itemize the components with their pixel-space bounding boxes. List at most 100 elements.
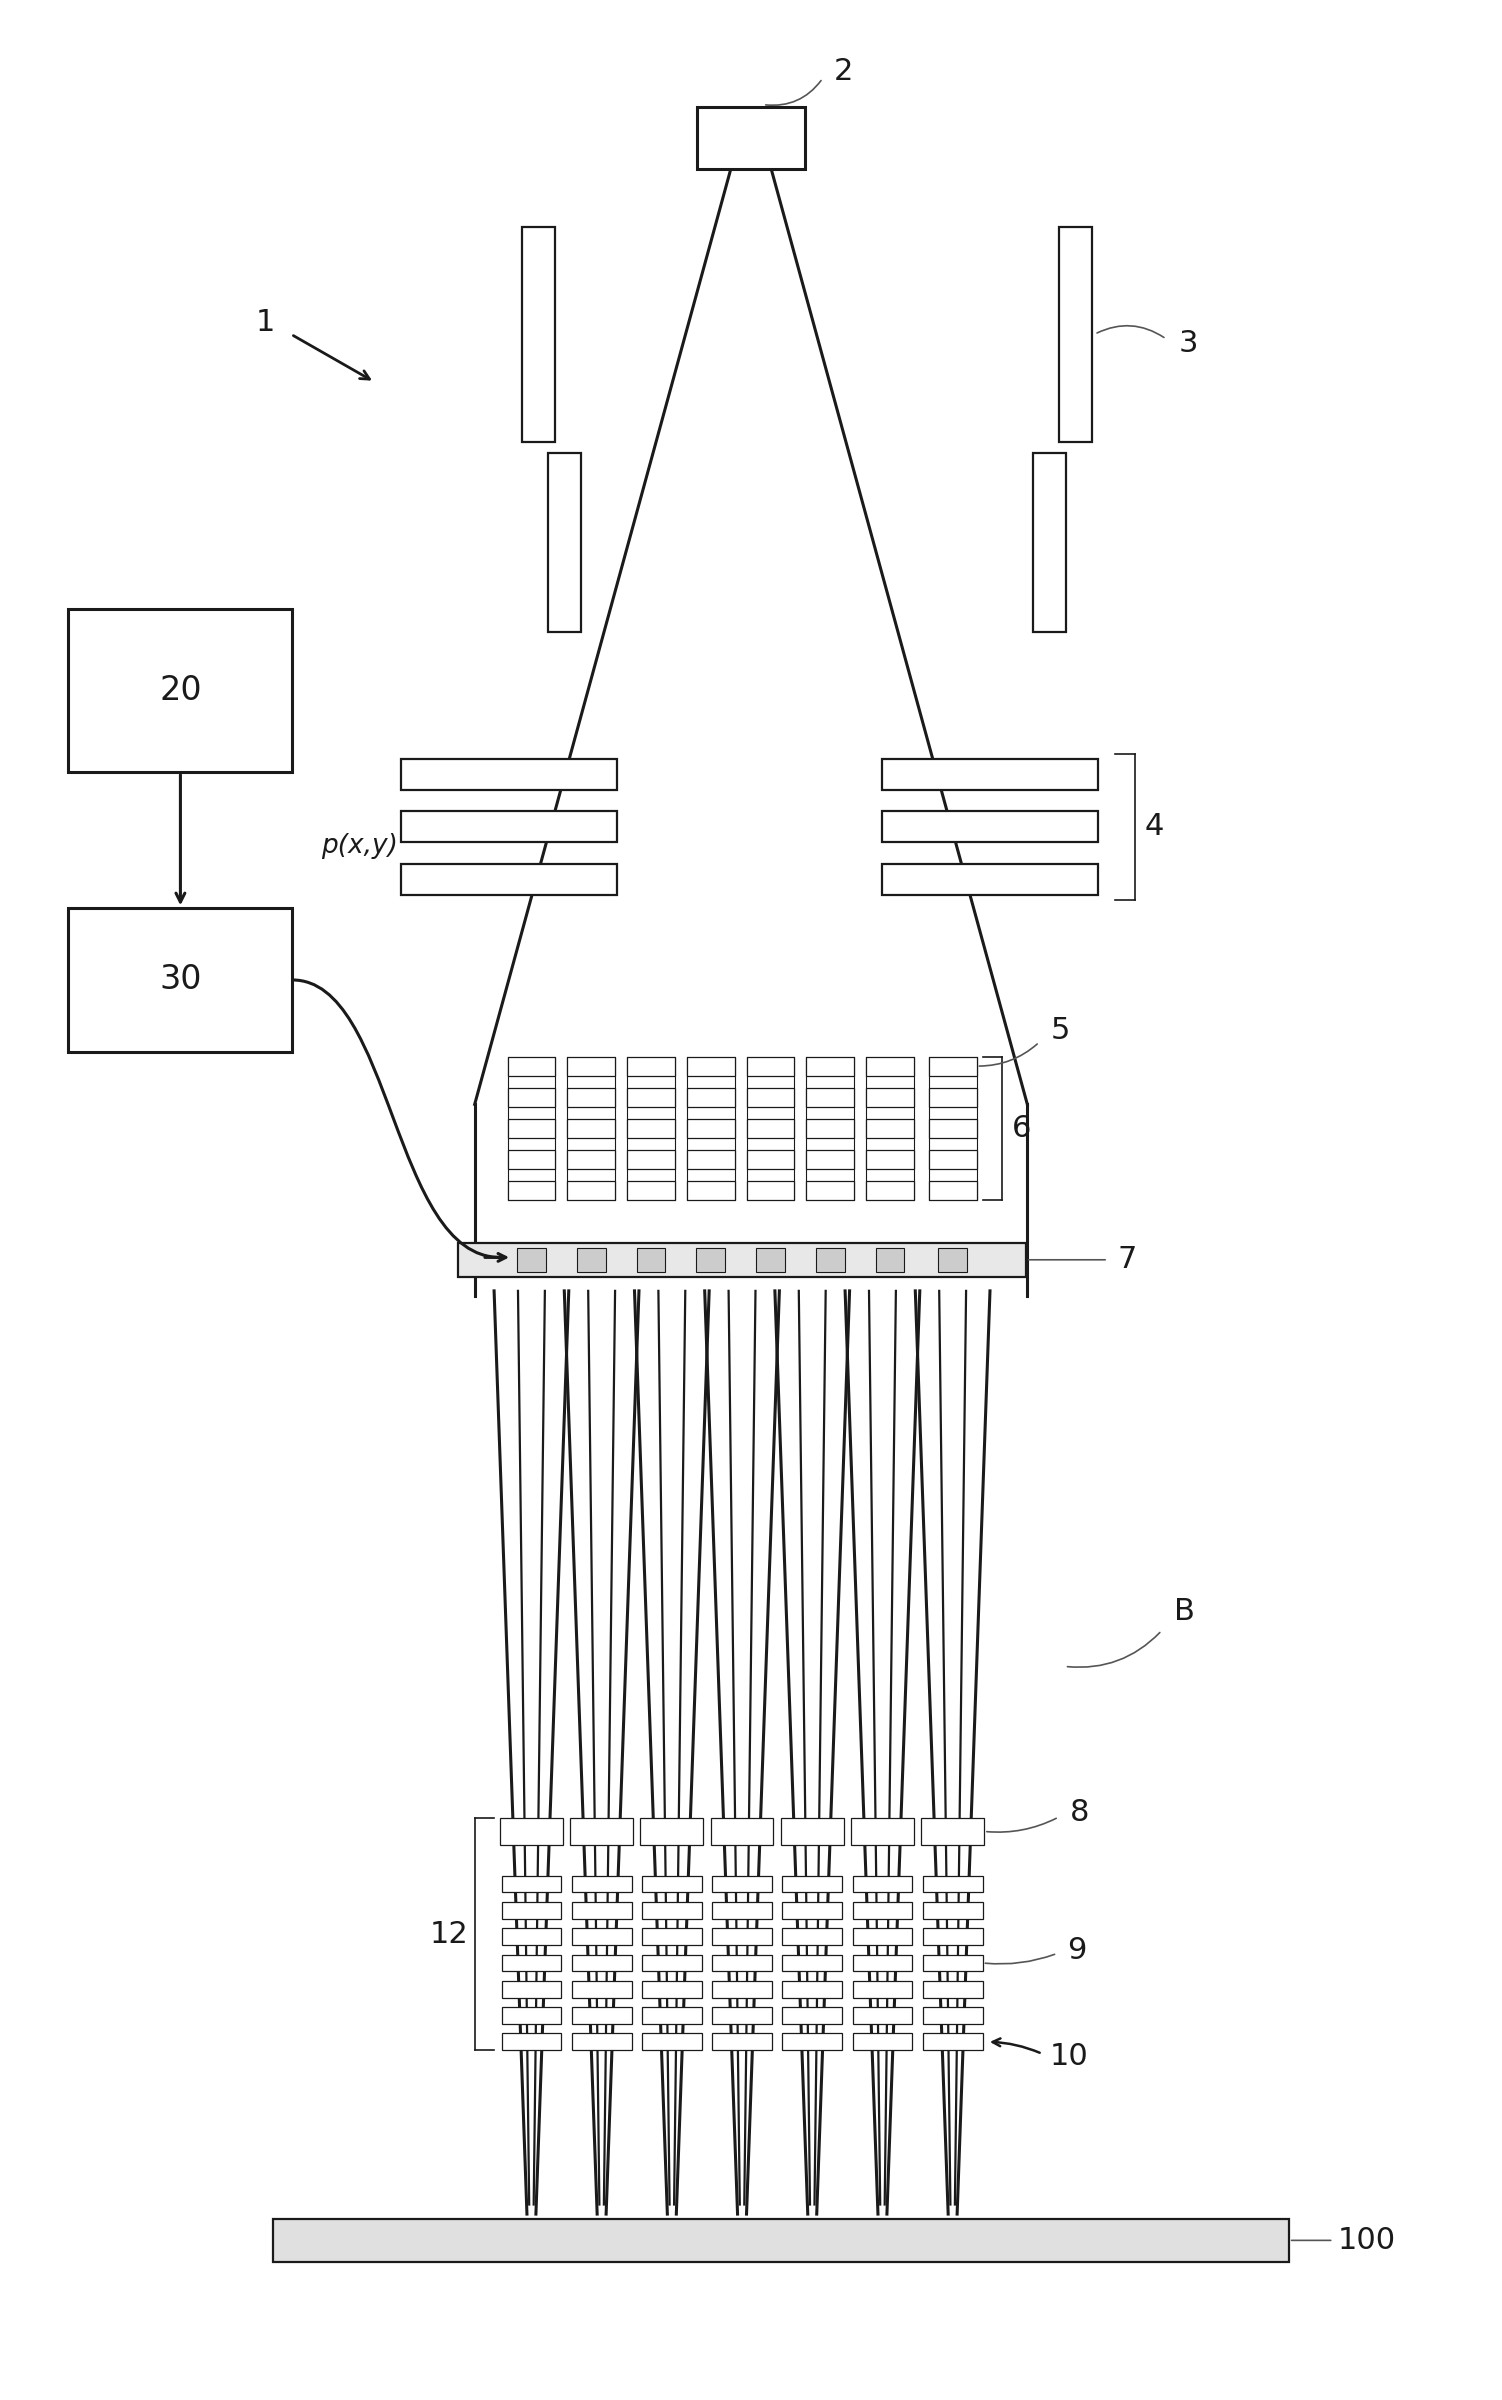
- Bar: [928, 1087, 976, 1106]
- Bar: [572, 2006, 631, 2023]
- Bar: [458, 1243, 1026, 1277]
- Bar: [568, 1150, 616, 1169]
- Bar: [626, 1118, 674, 1138]
- Bar: [876, 1248, 904, 1272]
- Bar: [502, 2033, 562, 2050]
- Bar: [401, 758, 617, 790]
- Bar: [746, 1118, 795, 1138]
- Bar: [712, 1901, 772, 1918]
- Bar: [853, 1954, 912, 1970]
- Bar: [852, 1819, 913, 1846]
- Bar: [882, 864, 1098, 895]
- Bar: [928, 1181, 976, 1200]
- Bar: [517, 1248, 545, 1272]
- Bar: [882, 758, 1098, 790]
- Bar: [640, 1819, 703, 1846]
- Bar: [783, 1901, 843, 1918]
- Bar: [853, 1980, 912, 1997]
- Bar: [867, 1150, 913, 1169]
- Text: 4: 4: [1145, 814, 1164, 842]
- Bar: [853, 2033, 912, 2050]
- Bar: [922, 1954, 982, 1970]
- Bar: [921, 1819, 984, 1846]
- Bar: [686, 1181, 734, 1200]
- Bar: [807, 1181, 855, 1200]
- Bar: [922, 2006, 982, 2023]
- Bar: [697, 1248, 725, 1272]
- Bar: [508, 1150, 556, 1169]
- Text: 10: 10: [1050, 2042, 1089, 2071]
- Bar: [641, 1927, 701, 1944]
- Bar: [686, 1118, 734, 1138]
- Bar: [783, 1927, 843, 1944]
- Bar: [807, 1150, 855, 1169]
- Bar: [928, 1150, 976, 1169]
- Bar: [508, 1118, 556, 1138]
- Bar: [502, 1877, 562, 1891]
- Bar: [922, 1927, 982, 1944]
- Bar: [571, 1819, 632, 1846]
- Bar: [756, 1248, 784, 1272]
- Bar: [712, 2006, 772, 2023]
- Bar: [572, 1877, 631, 1891]
- Bar: [641, 1954, 701, 1970]
- Bar: [641, 2006, 701, 2023]
- Bar: [783, 2006, 843, 2023]
- Bar: [273, 2220, 1289, 2261]
- Bar: [712, 1927, 772, 1944]
- Bar: [783, 2033, 843, 2050]
- Bar: [572, 1927, 631, 1944]
- Bar: [523, 226, 556, 442]
- Bar: [712, 1877, 772, 1891]
- Bar: [568, 1118, 616, 1138]
- Bar: [781, 1819, 844, 1846]
- Bar: [922, 2033, 982, 2050]
- Bar: [508, 1181, 556, 1200]
- Bar: [641, 1901, 701, 1918]
- Text: 8: 8: [1069, 1798, 1089, 1826]
- Bar: [922, 1901, 982, 1918]
- Bar: [939, 1248, 967, 1272]
- Bar: [746, 1056, 795, 1075]
- Text: 6: 6: [1012, 1114, 1030, 1142]
- Bar: [1033, 454, 1066, 631]
- Bar: [502, 1927, 562, 1944]
- Text: 7: 7: [1117, 1246, 1137, 1274]
- Bar: [853, 1901, 912, 1918]
- Bar: [69, 610, 293, 773]
- Text: 2: 2: [834, 58, 853, 86]
- Bar: [508, 1056, 556, 1075]
- Bar: [568, 1056, 616, 1075]
- Bar: [882, 811, 1098, 842]
- Text: 30: 30: [159, 962, 201, 996]
- Bar: [401, 811, 617, 842]
- Text: p(x,y): p(x,y): [321, 833, 398, 859]
- Bar: [783, 1954, 843, 1970]
- Bar: [626, 1056, 674, 1075]
- Text: 100: 100: [1337, 2225, 1395, 2256]
- Bar: [746, 1150, 795, 1169]
- Bar: [686, 1150, 734, 1169]
- Bar: [577, 1248, 605, 1272]
- Bar: [572, 1954, 631, 1970]
- Bar: [508, 1087, 556, 1106]
- Bar: [922, 1877, 982, 1891]
- Text: 20: 20: [159, 674, 201, 708]
- Bar: [853, 2006, 912, 2023]
- Bar: [502, 1954, 562, 1970]
- Text: B: B: [1173, 1596, 1194, 1625]
- Bar: [686, 1087, 734, 1106]
- Bar: [626, 1087, 674, 1106]
- Bar: [928, 1056, 976, 1075]
- Text: 5: 5: [1050, 1015, 1069, 1044]
- Bar: [641, 2033, 701, 2050]
- Bar: [807, 1087, 855, 1106]
- Text: 9: 9: [1066, 1937, 1086, 1966]
- Bar: [548, 454, 581, 631]
- Bar: [922, 1980, 982, 1997]
- Bar: [572, 1901, 631, 1918]
- Bar: [641, 1877, 701, 1891]
- Text: 3: 3: [1179, 329, 1199, 358]
- Bar: [626, 1150, 674, 1169]
- Text: 1: 1: [255, 307, 275, 336]
